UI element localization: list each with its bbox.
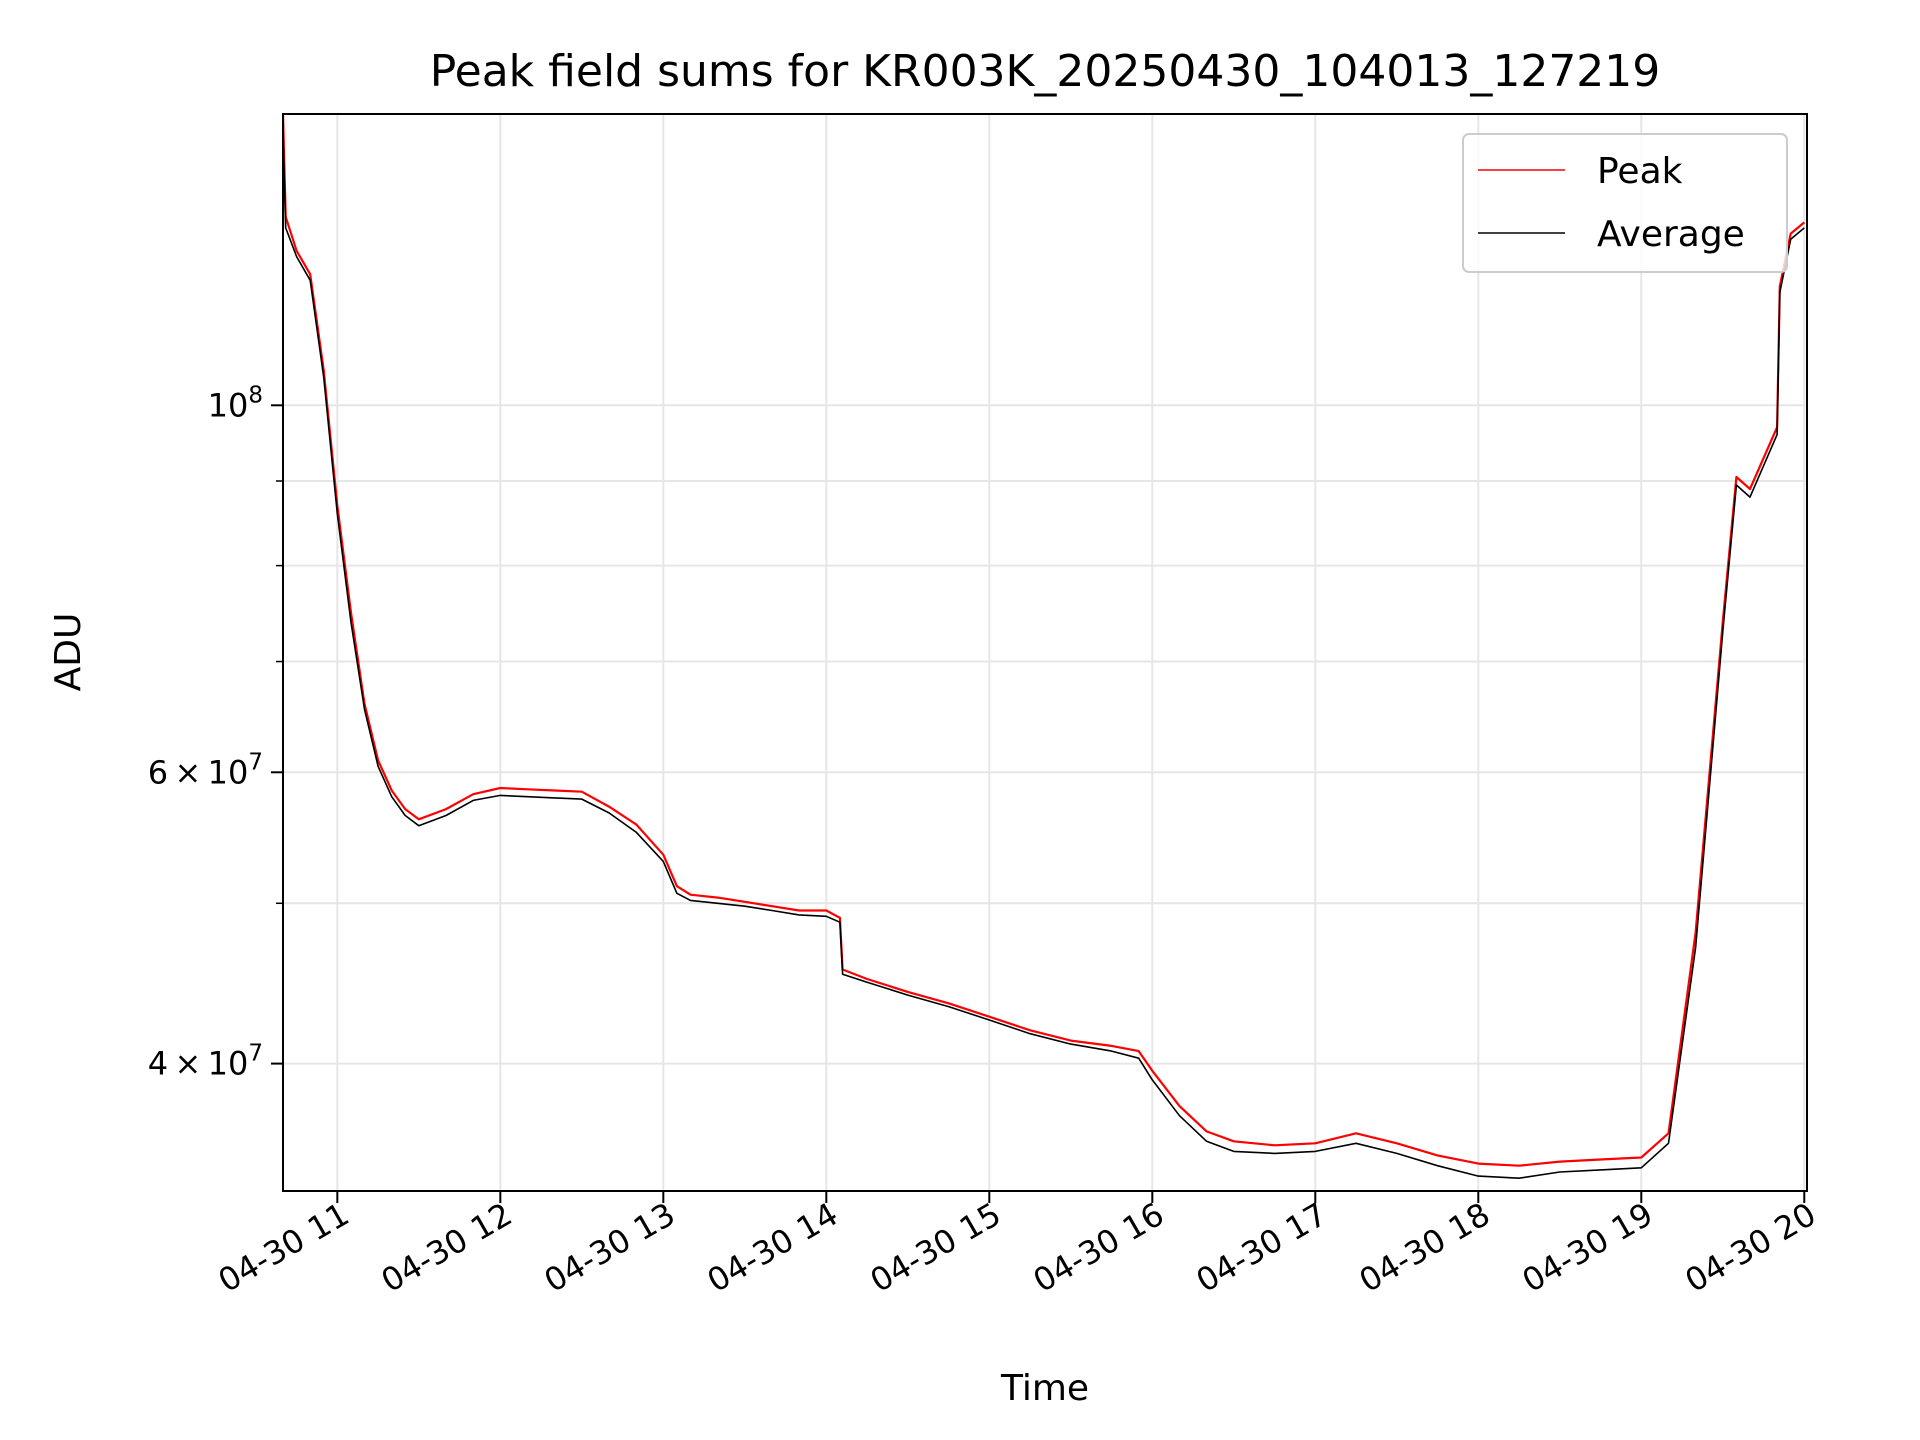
plot-frame bbox=[282, 113, 1808, 1192]
y-axis: 108 6 × 107 4 × 107 bbox=[148, 382, 283, 1083]
y-axis-label: ADU bbox=[48, 613, 89, 692]
legend: Peak Average bbox=[1462, 133, 1788, 273]
y-tick-label: 6 × 107 bbox=[148, 749, 263, 791]
series-average-line bbox=[282, 133, 1805, 1179]
legend-box bbox=[1462, 133, 1788, 273]
chart-title: Peak field sums for KR003K_20250430_1040… bbox=[430, 46, 1661, 97]
series-layer bbox=[281, 113, 1805, 1179]
legend-average-label: Average bbox=[1597, 214, 1745, 255]
y-tick-label: 4 × 107 bbox=[148, 1041, 263, 1083]
x-axis-label: Time bbox=[1000, 1368, 1089, 1409]
legend-peak-label: Peak bbox=[1597, 151, 1683, 192]
grid bbox=[283, 114, 1807, 1191]
y-tick-label: 108 bbox=[208, 382, 263, 424]
series-peak-line bbox=[281, 113, 1805, 1167]
